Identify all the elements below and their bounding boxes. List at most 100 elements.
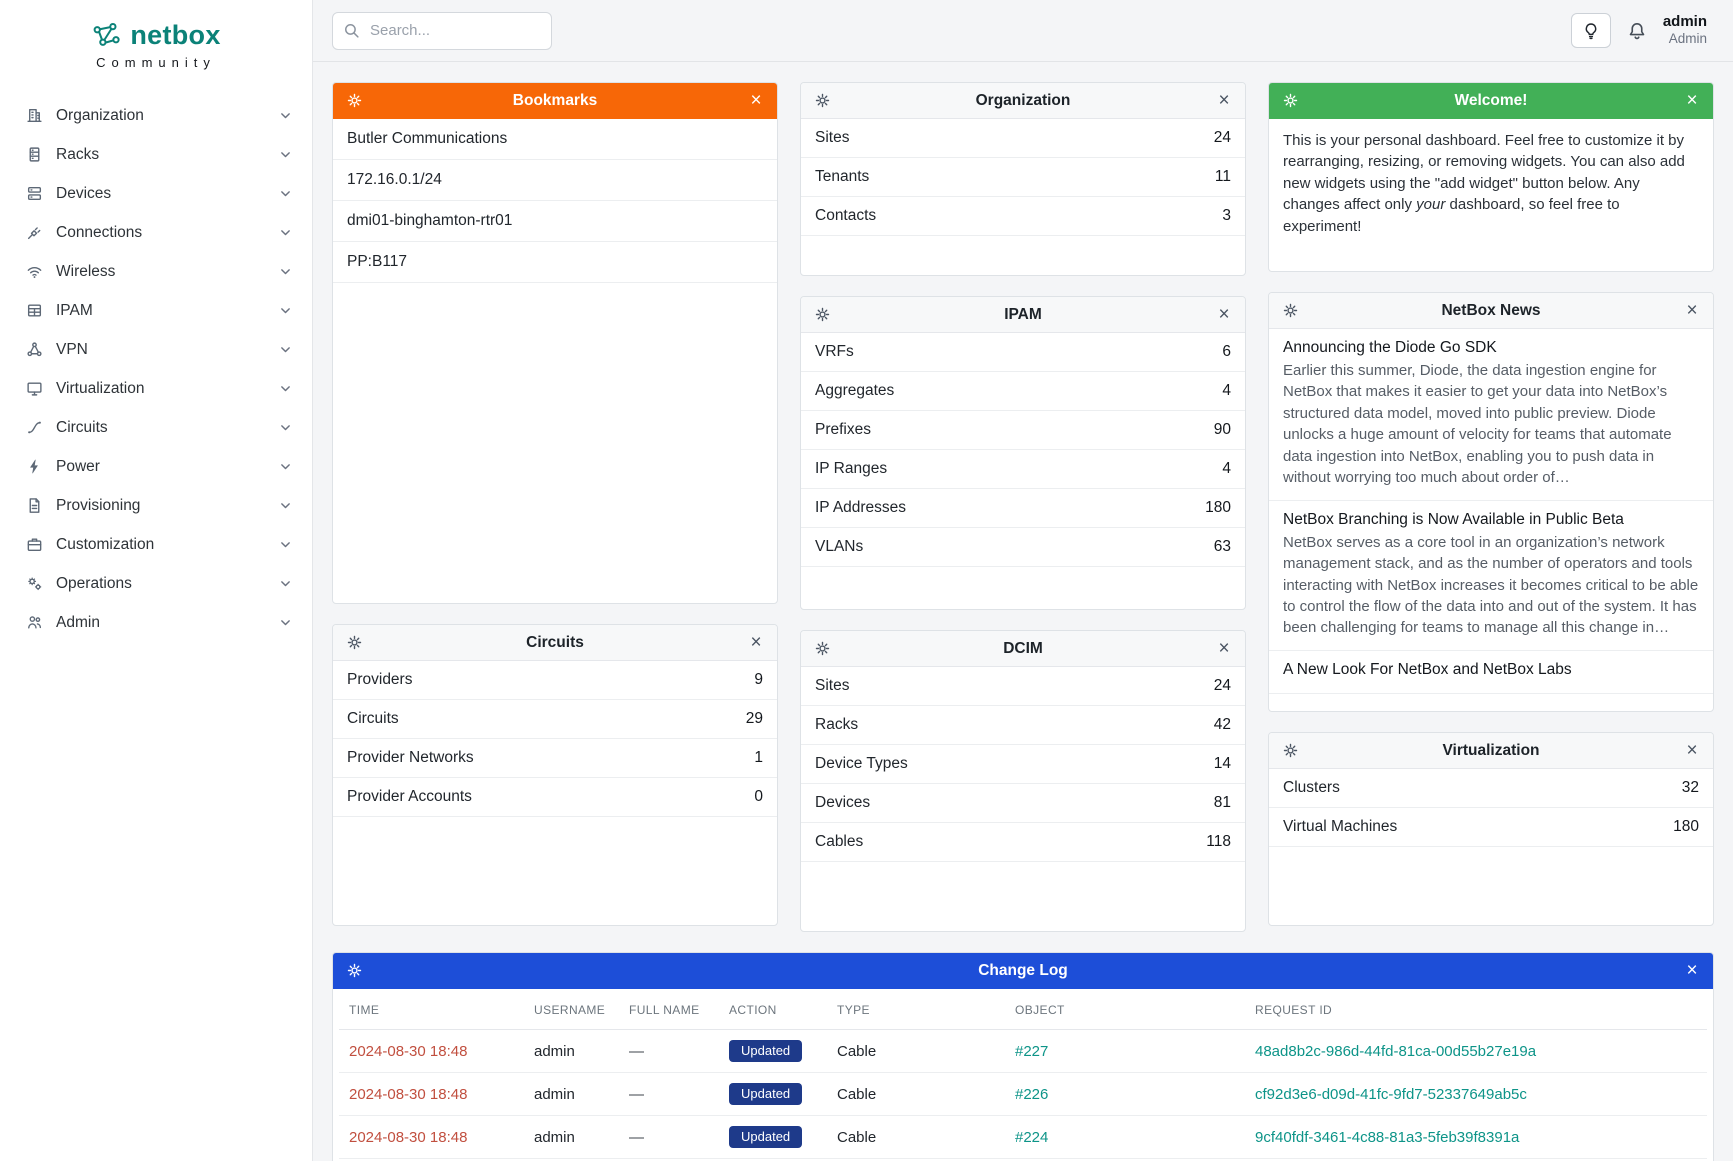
stat-label[interactable]: Providers bbox=[347, 671, 413, 688]
change-username: admin bbox=[524, 1158, 619, 1161]
stat-value[interactable]: 118 bbox=[1206, 833, 1231, 850]
stat-value[interactable]: 1 bbox=[754, 749, 763, 766]
user-menu[interactable]: admin Admin bbox=[1663, 13, 1707, 47]
widget-config-button[interactable] bbox=[1277, 88, 1303, 114]
news-headline-link[interactable]: Announcing the Diode Go SDK bbox=[1283, 339, 1497, 356]
stat-label[interactable]: Provider Accounts bbox=[347, 788, 472, 805]
change-object-link[interactable]: #226 bbox=[1015, 1085, 1049, 1103]
sidebar-item-power[interactable]: Power bbox=[0, 447, 312, 486]
widget-config-button[interactable] bbox=[809, 636, 835, 662]
bookmark-link[interactable]: Butler Communications bbox=[333, 119, 777, 160]
sidebar-item-organization[interactable]: Organization bbox=[0, 96, 312, 135]
stat-label[interactable]: VRFs bbox=[815, 343, 854, 360]
sidebar-item-circuits[interactable]: Circuits bbox=[0, 408, 312, 447]
stat-label[interactable]: IP Addresses bbox=[815, 499, 907, 516]
widget-config-button[interactable] bbox=[1277, 298, 1303, 324]
bookmark-link[interactable]: PP:B117 bbox=[333, 242, 777, 283]
stat-label[interactable]: Devices bbox=[815, 794, 871, 811]
sidebar-item-ipam[interactable]: IPAM bbox=[0, 291, 312, 330]
stat-value[interactable]: 180 bbox=[1205, 499, 1231, 516]
widget-close-button[interactable]: × bbox=[1679, 298, 1705, 324]
sidebar-item-provisioning[interactable]: Provisioning bbox=[0, 486, 312, 525]
sidebar-item-racks[interactable]: Racks bbox=[0, 135, 312, 174]
sidebar-item-operations[interactable]: Operations bbox=[0, 564, 312, 603]
stat-value[interactable]: 9 bbox=[754, 671, 763, 688]
request-id-link[interactable]: cf92d3e6-d09d-41fc-9fd7-52337649ab5c bbox=[1255, 1085, 1527, 1103]
stat-value[interactable]: 90 bbox=[1213, 421, 1231, 438]
stat-value[interactable]: 24 bbox=[1213, 129, 1231, 146]
stat-label[interactable]: VLANs bbox=[815, 538, 864, 555]
sidebar-item-admin[interactable]: Admin bbox=[0, 603, 312, 642]
change-time-link[interactable]: 2024-08-30 18:48 bbox=[349, 1128, 468, 1146]
widget-close-button[interactable]: × bbox=[1679, 738, 1705, 764]
sidebar-item-customization[interactable]: Customization bbox=[0, 525, 312, 564]
stat-value[interactable]: 4 bbox=[1222, 382, 1231, 399]
sidebar-item-virtualization[interactable]: Virtualization bbox=[0, 369, 312, 408]
bookmark-link[interactable]: 172.16.0.1/24 bbox=[333, 160, 777, 201]
stat-value[interactable]: 32 bbox=[1681, 779, 1699, 796]
stat-label[interactable]: Cables bbox=[815, 833, 864, 850]
news-headline-link[interactable]: NetBox Branching is Now Available in Pub… bbox=[1283, 510, 1624, 528]
widget-close-button[interactable]: × bbox=[1679, 958, 1705, 984]
stat-label[interactable]: Contacts bbox=[815, 207, 877, 224]
bookmark-link[interactable]: dmi01-binghamton-rtr01 bbox=[333, 201, 777, 242]
stat-label[interactable]: Clusters bbox=[1283, 779, 1340, 796]
change-object-link[interactable]: #224 bbox=[1015, 1128, 1049, 1146]
table-header-row: TIME USERNAME FULL NAME ACTION TYPE OBJE… bbox=[339, 989, 1707, 1030]
stat-label[interactable]: Sites bbox=[815, 677, 850, 694]
stat-label[interactable]: Device Types bbox=[815, 755, 908, 772]
widget-config-button[interactable] bbox=[341, 88, 367, 114]
news-headline-link[interactable]: A New Look For NetBox and NetBox Labs bbox=[1283, 660, 1572, 678]
widget-close-button[interactable]: × bbox=[1679, 88, 1705, 114]
search-input[interactable] bbox=[332, 11, 552, 50]
theme-toggle-button[interactable] bbox=[1570, 13, 1611, 48]
sidebar-item-wireless[interactable]: Wireless bbox=[0, 252, 312, 291]
widget-title: Circuits bbox=[526, 633, 584, 651]
stat-label[interactable]: IP Ranges bbox=[815, 460, 888, 477]
change-object-link[interactable]: #227 bbox=[1015, 1042, 1049, 1060]
widget-close-button[interactable]: × bbox=[1211, 302, 1237, 328]
widget-close-button[interactable]: × bbox=[743, 88, 769, 114]
stat-label[interactable]: Aggregates bbox=[815, 382, 895, 399]
stat-label[interactable]: Circuits bbox=[347, 710, 399, 727]
widget-config-button[interactable] bbox=[341, 958, 367, 984]
widget-config-button[interactable] bbox=[809, 302, 835, 328]
request-id-link[interactable]: 48ad8b2c-986d-44fd-81ca-00d55b27e19a bbox=[1255, 1042, 1537, 1060]
widget-config-button[interactable] bbox=[809, 88, 835, 114]
stat-value[interactable]: 6 bbox=[1222, 343, 1231, 360]
widget-config-button[interactable] bbox=[341, 630, 367, 656]
stat-value[interactable]: 24 bbox=[1213, 677, 1231, 694]
stat-value[interactable]: 180 bbox=[1673, 818, 1699, 835]
action-badge: Updated bbox=[729, 1126, 803, 1148]
change-time-link[interactable]: 2024-08-30 18:48 bbox=[349, 1042, 468, 1060]
widget-body: Sites 24 Tenants 11 Contacts 3 bbox=[801, 119, 1245, 236]
sidebar-item-devices[interactable]: Devices bbox=[0, 174, 312, 213]
stat-value[interactable]: 63 bbox=[1213, 538, 1231, 555]
stat-row: Contacts 3 bbox=[801, 197, 1245, 236]
stat-value[interactable]: 29 bbox=[745, 710, 763, 727]
stat-value[interactable]: 42 bbox=[1213, 716, 1231, 733]
request-id-link[interactable]: 9cf40fdf-3461-4c88-81a3-5feb39f8391a bbox=[1255, 1128, 1520, 1146]
stat-label[interactable]: Prefixes bbox=[815, 421, 871, 438]
brand-block[interactable]: netbox Community bbox=[0, 0, 312, 86]
stat-label[interactable]: Racks bbox=[815, 716, 859, 733]
stat-label[interactable]: Tenants bbox=[815, 168, 870, 185]
widget-close-button[interactable]: × bbox=[743, 630, 769, 656]
stat-value[interactable]: 3 bbox=[1222, 207, 1231, 224]
sidebar-item-connections[interactable]: Connections bbox=[0, 213, 312, 252]
stat-value[interactable]: 4 bbox=[1222, 460, 1231, 477]
stat-label[interactable]: Virtual Machines bbox=[1283, 818, 1398, 835]
widget-config-button[interactable] bbox=[1277, 738, 1303, 764]
close-icon: × bbox=[1686, 300, 1698, 321]
sidebar-item-vpn[interactable]: VPN bbox=[0, 330, 312, 369]
stat-value[interactable]: 0 bbox=[754, 788, 763, 805]
stat-value[interactable]: 81 bbox=[1213, 794, 1231, 811]
stat-value[interactable]: 11 bbox=[1214, 168, 1231, 185]
widget-close-button[interactable]: × bbox=[1211, 88, 1237, 114]
change-time-link[interactable]: 2024-08-30 18:48 bbox=[349, 1085, 468, 1103]
widget-close-button[interactable]: × bbox=[1211, 636, 1237, 662]
notifications-button[interactable] bbox=[1627, 21, 1647, 41]
stat-value[interactable]: 14 bbox=[1213, 755, 1231, 772]
stat-label[interactable]: Provider Networks bbox=[347, 749, 474, 766]
stat-label[interactable]: Sites bbox=[815, 129, 850, 146]
